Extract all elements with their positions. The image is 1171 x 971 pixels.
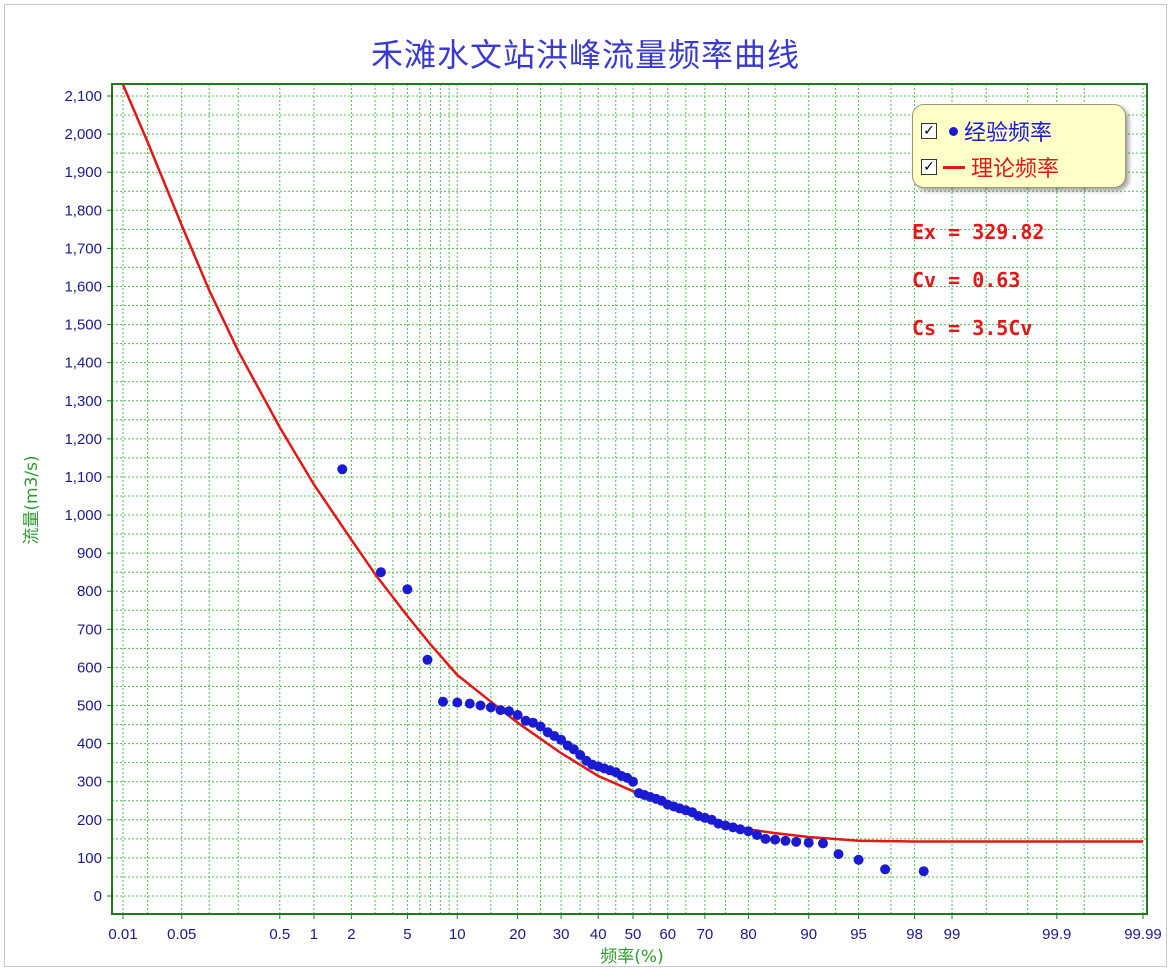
stat-cv: Cv = 0.63 bbox=[912, 268, 1021, 292]
empirical-series bbox=[337, 464, 929, 877]
empirical-point bbox=[402, 584, 413, 595]
x-tick-labels: 0.01 0.05 0.5 1 2 5 10 20 30 40 50 60 70 80 90 95 98 99 99… bbox=[108, 926, 1161, 943]
x-tick-label: 90 bbox=[800, 926, 817, 943]
empirical-point bbox=[475, 700, 486, 711]
y-tick-labels: 0 100 200 300 400 500 600 700 800 900 1,000 1,100 1,… bbox=[64, 88, 102, 905]
grid bbox=[112, 84, 1147, 914]
empirical-point bbox=[918, 866, 929, 877]
axes bbox=[107, 83, 1148, 919]
empirical-point bbox=[780, 835, 791, 846]
empirical-point bbox=[720, 820, 731, 831]
empirical-point bbox=[880, 864, 891, 875]
x-tick-label: 0.05 bbox=[167, 926, 196, 943]
empirical-point bbox=[464, 698, 475, 709]
empirical-point bbox=[735, 824, 746, 835]
empirical-point bbox=[495, 705, 506, 716]
y-tick-label: 400 bbox=[77, 736, 102, 753]
x-tick-label: 99.99 bbox=[1124, 926, 1162, 943]
y-tick-label: 1,400 bbox=[64, 355, 102, 372]
x-tick-label: 40 bbox=[590, 926, 607, 943]
empirical-point bbox=[628, 776, 638, 787]
y-tick-label: 1,800 bbox=[64, 202, 102, 219]
y-tick-label: 1,200 bbox=[64, 431, 102, 448]
y-tick-label: 1,100 bbox=[64, 469, 102, 486]
empirical-point bbox=[770, 834, 781, 845]
y-tick-label: 2,000 bbox=[64, 126, 102, 143]
x-tick-label: 60 bbox=[659, 926, 676, 943]
y-tick-label: 600 bbox=[77, 659, 102, 676]
empirical-point bbox=[535, 721, 546, 732]
y-tick-label: 2,100 bbox=[64, 88, 102, 105]
legend-label-empirical: 经验频率 bbox=[964, 121, 1053, 146]
y-tick-label: 1,300 bbox=[64, 393, 102, 410]
legend-marker-dot bbox=[949, 126, 958, 136]
y-tick-label: 200 bbox=[77, 812, 102, 829]
x-tick-label: 98 bbox=[906, 926, 923, 943]
y-tick-label: 1,700 bbox=[64, 240, 102, 257]
x-tick-label: 2 bbox=[347, 926, 355, 943]
empirical-point bbox=[818, 838, 828, 849]
empirical-point bbox=[504, 706, 514, 717]
legend-item-empirical[interactable]: ✓ 经验频率 bbox=[921, 116, 1052, 146]
x-tick-label: 20 bbox=[509, 926, 526, 943]
x-tick-label: 99.9 bbox=[1042, 926, 1071, 943]
chart-title: 禾滩水文站洪峰流量频率曲线 bbox=[370, 36, 800, 74]
empirical-point bbox=[528, 717, 538, 728]
empirical-point bbox=[752, 830, 762, 840]
empirical-point bbox=[375, 567, 386, 578]
x-tick-label: 5 bbox=[403, 926, 411, 943]
legend-checkbox-theoretical[interactable]: ✓ bbox=[921, 159, 937, 175]
empirical-point bbox=[853, 854, 864, 865]
y-tick-label: 1,500 bbox=[64, 317, 102, 334]
y-tick-label: 800 bbox=[77, 583, 102, 600]
legend-marker-line bbox=[943, 165, 965, 169]
legend-checkbox-empirical[interactable]: ✓ bbox=[921, 123, 937, 139]
empirical-point bbox=[452, 697, 463, 708]
empirical-point bbox=[422, 654, 433, 665]
x-tick-label: 99 bbox=[944, 926, 961, 943]
x-tick-label: 50 bbox=[625, 926, 642, 943]
empirical-point bbox=[512, 710, 523, 720]
empirical-point bbox=[791, 836, 802, 847]
x-tick-label: 80 bbox=[740, 926, 757, 943]
x-tick-label: 10 bbox=[449, 926, 466, 943]
empirical-point bbox=[337, 464, 348, 475]
empirical-point bbox=[438, 696, 448, 707]
empirical-point bbox=[485, 702, 496, 713]
plot-border bbox=[111, 83, 1148, 915]
y-tick-label: 700 bbox=[77, 621, 102, 638]
x-axis-title: 频率(%) bbox=[600, 947, 663, 967]
legend: ✓ 经验频率 ✓ 理论频率 bbox=[912, 104, 1126, 188]
empirical-point bbox=[556, 734, 567, 745]
x-tick-label: 95 bbox=[850, 926, 867, 943]
theoretical-series bbox=[121, 84, 1143, 843]
stat-cs: Cs = 3.5Cv bbox=[912, 316, 1033, 340]
legend-label-theoretical: 理论频率 bbox=[971, 157, 1060, 182]
y-tick-label: 1,900 bbox=[64, 164, 102, 181]
theoretical-curve bbox=[121, 84, 1143, 843]
y-tick-label: 0 bbox=[94, 888, 102, 905]
empirical-point bbox=[568, 744, 579, 755]
empirical-point bbox=[803, 837, 814, 848]
x-tick-label: 0.01 bbox=[108, 926, 137, 943]
y-tick-label: 300 bbox=[77, 774, 102, 791]
empirical-point bbox=[833, 849, 844, 860]
empirical-point bbox=[760, 833, 771, 844]
legend-item-theoretical[interactable]: ✓ 理论频率 bbox=[921, 152, 1059, 182]
x-tick-label: 30 bbox=[553, 926, 570, 943]
x-tick-label: 1 bbox=[310, 926, 318, 943]
stat-ex: Ex = 329.82 bbox=[912, 220, 1045, 244]
y-tick-label: 1,600 bbox=[64, 278, 102, 295]
y-tick-label: 100 bbox=[77, 850, 102, 867]
x-tick-label: 0.5 bbox=[269, 926, 290, 943]
y-tick-label: 500 bbox=[77, 698, 102, 715]
x-tick-label: 70 bbox=[697, 926, 714, 943]
empirical-point bbox=[743, 826, 754, 837]
y-tick-label: 900 bbox=[77, 545, 102, 562]
y-tick-label: 1,000 bbox=[64, 507, 102, 524]
y-axis-title: 流量(m3/s) bbox=[22, 455, 42, 544]
